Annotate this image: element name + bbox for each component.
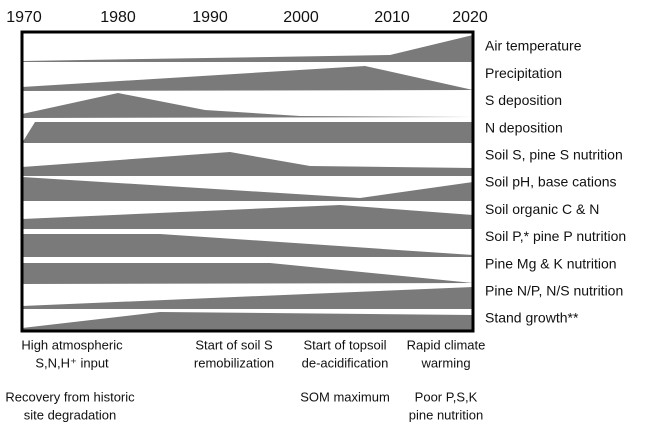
row-label: Stand growth** [485,310,579,326]
annotation: de-acidification [302,355,389,370]
year-label: 2010 [374,9,410,26]
trend-shape [22,93,473,118]
annotation: SOM maximum [300,389,390,404]
trend-shape [22,205,473,229]
trend-shape [22,177,473,201]
year-label: 1990 [192,9,228,26]
row-label: Air temperature [485,38,582,54]
trend-shape [22,152,473,176]
annotation: S,N,H⁺ input [35,355,109,370]
trend-shape [22,122,473,143]
trend-shape [22,263,473,284]
year-labels: 1970 1980 1990 2000 2010 2020 [6,9,488,26]
annotation: Poor P,S,K [415,389,478,404]
year-label: 1970 [6,9,42,26]
row-label: Soil S, pine S nutrition [485,147,623,163]
annotation: Start of topsoil [303,337,386,352]
annotation: High atmospheric [21,337,123,352]
year-label: 2020 [452,9,488,26]
annotation: pine nutrition [409,407,483,422]
trend-shape [22,35,473,62]
year-label: 2000 [283,9,319,26]
year-label: 1980 [100,9,136,26]
trend-shape [22,66,473,91]
row-label: Soil pH, base cations [485,174,617,190]
row-label: Soil organic C & N [485,201,599,217]
annotations: High atmospheric S,N,H⁺ input Start of soi… [5,337,485,422]
row-label: S deposition [485,92,562,108]
annotation: remobilization [194,355,274,370]
annotation: Rapid climate [407,337,486,352]
annotation: Start of soil S [195,337,273,352]
row-label: Pine Mg & K nutrition [485,255,617,271]
row-label: Pine N/P, N/S nutrition [485,283,623,299]
trend-shapes [22,35,473,331]
row-label: Precipitation [485,65,562,81]
frame [20,30,475,333]
row-label: N deposition [485,119,563,135]
row-label: Soil P,* pine P nutrition [485,228,626,244]
trend-shape [22,312,473,331]
annotation: site degradation [24,407,117,422]
row-labels: Air temperature Precipitation S deposition… [485,38,626,326]
annotation: warming [420,355,470,370]
trend-shape [22,234,473,257]
annotation: Recovery from historic [5,389,135,404]
trend-shape [22,287,473,309]
